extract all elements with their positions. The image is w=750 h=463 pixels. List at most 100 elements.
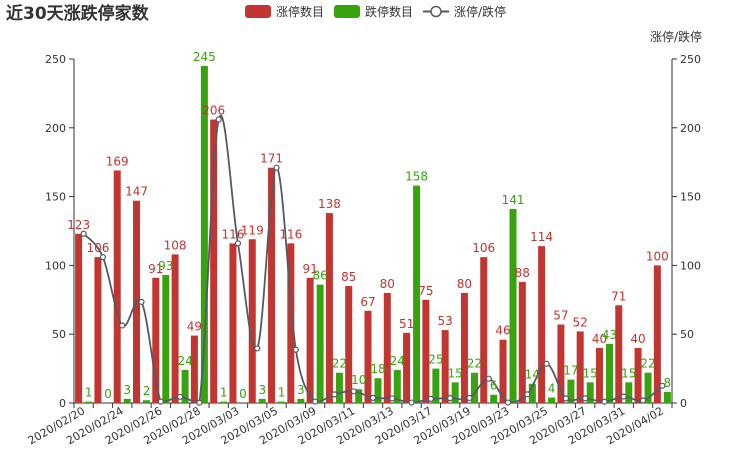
bar-up xyxy=(306,277,314,403)
bar-up xyxy=(499,339,507,403)
bar-up-label: 40 xyxy=(592,332,607,346)
bar-up xyxy=(615,305,623,403)
bar-down xyxy=(490,394,498,403)
bar-down-label: 0 xyxy=(239,387,247,401)
bar-up-label: 123 xyxy=(67,218,90,232)
ratio-line xyxy=(80,115,666,406)
bar-down-label: 3 xyxy=(123,383,131,397)
ratio-point xyxy=(620,393,627,400)
bar-up-label: 91 xyxy=(302,262,317,276)
ratio-point xyxy=(582,395,589,402)
legend-up-label[interactable]: 涨停数目 xyxy=(276,4,324,19)
bar-down xyxy=(509,208,517,403)
bar-down-label: 86 xyxy=(312,269,327,283)
ratio-point xyxy=(408,399,415,406)
bar-up-label: 91 xyxy=(148,262,163,276)
bar-up-label: 100 xyxy=(646,249,669,263)
bar-up xyxy=(152,277,160,403)
legend-down-swatch[interactable] xyxy=(334,5,360,18)
bar-down-label: 3 xyxy=(258,383,266,397)
y-tick-label-right: 50 xyxy=(680,328,694,341)
bar-up xyxy=(287,243,295,403)
bar-down xyxy=(644,372,652,403)
bar-down xyxy=(663,391,671,403)
bar-down-label: 24 xyxy=(177,354,192,368)
bar-up-label: 114 xyxy=(530,230,553,244)
bar-down xyxy=(355,389,363,403)
bar-up-label: 80 xyxy=(380,277,395,291)
ratio-point xyxy=(99,254,107,261)
bar-up-label: 52 xyxy=(573,315,588,329)
bar-up xyxy=(538,246,546,403)
bar-up-label: 106 xyxy=(86,241,109,255)
bar-up xyxy=(171,254,179,403)
ratio-point xyxy=(138,298,145,305)
bar-up xyxy=(229,243,237,403)
bar-up-label: 71 xyxy=(611,289,626,303)
ratio-point xyxy=(504,399,512,406)
chart-title: 近30天涨跌停家数 xyxy=(6,3,150,24)
bar-up-label: 57 xyxy=(553,309,568,323)
bar-down-label: 1 xyxy=(278,386,286,400)
bar-up xyxy=(653,265,661,403)
bar-down xyxy=(548,397,556,403)
bar-down xyxy=(85,401,93,403)
bar-up xyxy=(518,281,526,403)
bar-up xyxy=(480,257,488,403)
legend-ratio-label[interactable]: 涨停/跌停 xyxy=(454,4,506,19)
bar-up xyxy=(422,299,430,403)
bar-up xyxy=(403,332,411,403)
bar-down-label: 1 xyxy=(220,386,228,400)
bar-up xyxy=(94,257,102,403)
legend-ratio-swatch[interactable] xyxy=(423,5,449,18)
ratio-point xyxy=(119,322,126,329)
bar-up-label: 171 xyxy=(260,152,283,166)
ratio-point xyxy=(659,382,666,389)
bar-up-label: 106 xyxy=(472,241,495,255)
y-tick-label-left: 200 xyxy=(45,122,66,135)
ratio-point xyxy=(331,391,338,398)
bar-up xyxy=(113,170,121,403)
bar-up-label: 46 xyxy=(495,324,510,338)
bar-down xyxy=(567,379,575,403)
ratio-point xyxy=(176,393,184,400)
bar-down xyxy=(528,383,536,403)
ratio-point xyxy=(369,394,377,401)
legend-down-label[interactable]: 跌停数目 xyxy=(365,4,413,19)
y-tick-label-left: 100 xyxy=(45,259,66,272)
bar-up-label: 40 xyxy=(630,332,645,346)
y-tick-label-right: 200 xyxy=(680,122,701,135)
bar-up-label: 88 xyxy=(515,266,530,280)
legend-up-swatch[interactable] xyxy=(245,5,271,18)
bar-up-label: 53 xyxy=(438,314,453,328)
bar-down xyxy=(374,378,382,403)
ratio-point xyxy=(273,164,280,171)
bar-up-label: 119 xyxy=(241,223,264,237)
bar-up xyxy=(190,335,198,403)
bar-down-label: 245 xyxy=(193,50,216,64)
bar-up xyxy=(248,239,256,403)
bar-down-label: 158 xyxy=(405,170,428,184)
bar-up xyxy=(325,213,333,403)
bar-down-label: 93 xyxy=(158,259,173,273)
bar-down-label: 15 xyxy=(621,366,636,380)
bar-down xyxy=(451,382,459,403)
bar-down-label: 22 xyxy=(467,357,482,371)
bar-down xyxy=(625,382,633,403)
y-tick-label-left: 50 xyxy=(52,328,66,341)
bar-down-label: 141 xyxy=(502,193,525,207)
bar-up-label: 206 xyxy=(202,104,225,118)
bar-up xyxy=(383,292,391,403)
ratio-point xyxy=(254,345,261,352)
bar-up-label: 51 xyxy=(399,317,414,331)
y-tick-label-right: 150 xyxy=(680,191,701,204)
bar-down-label: 18 xyxy=(370,362,385,376)
bars xyxy=(75,65,671,403)
bar-down-label: 1 xyxy=(85,386,93,400)
legend[interactable]: 涨停数目 跌停数目 涨停/跌停 xyxy=(245,4,506,19)
bar-down-label: 3 xyxy=(297,383,305,397)
y-tick-label-left: 150 xyxy=(45,191,66,204)
ratio-point xyxy=(524,391,531,398)
bar-down xyxy=(586,382,594,403)
